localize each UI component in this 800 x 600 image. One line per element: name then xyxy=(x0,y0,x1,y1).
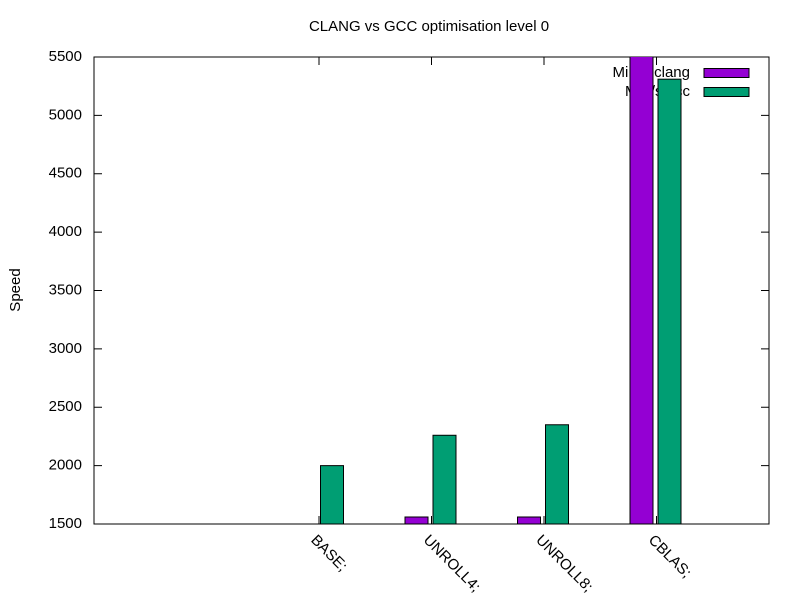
bar xyxy=(320,465,344,524)
bars xyxy=(292,57,682,524)
x-tick-label: UNROLL8; xyxy=(532,532,596,596)
bar xyxy=(432,434,457,524)
y-tick-label: 3500 xyxy=(49,281,82,298)
bar xyxy=(517,516,541,524)
y-tick-label: 4000 xyxy=(49,223,82,240)
bar xyxy=(292,523,316,524)
bar xyxy=(629,57,654,524)
y-tick-label: 5000 xyxy=(49,106,82,123)
chart-title: CLANG vs GCC optimisation level 0 xyxy=(309,18,549,35)
bar xyxy=(657,78,682,524)
y-tick-label: 2000 xyxy=(49,457,82,474)
legend-swatch xyxy=(703,68,750,78)
y-tick-label: 5500 xyxy=(49,48,82,65)
y-tick-label: 3000 xyxy=(49,340,82,357)
x-tick-label: BASE; xyxy=(307,532,350,575)
y-tick-label: 4500 xyxy=(49,165,82,182)
legend-swatch xyxy=(703,87,750,97)
y-tick-label: 1500 xyxy=(49,515,82,532)
y-axis-label: Speed xyxy=(7,268,24,311)
y-tick-label: 2500 xyxy=(49,398,82,415)
x-tick-label: UNROLL4; xyxy=(420,532,484,596)
bar xyxy=(404,516,429,524)
x-tick-label: CBLAS; xyxy=(645,532,695,582)
bar xyxy=(545,424,569,524)
